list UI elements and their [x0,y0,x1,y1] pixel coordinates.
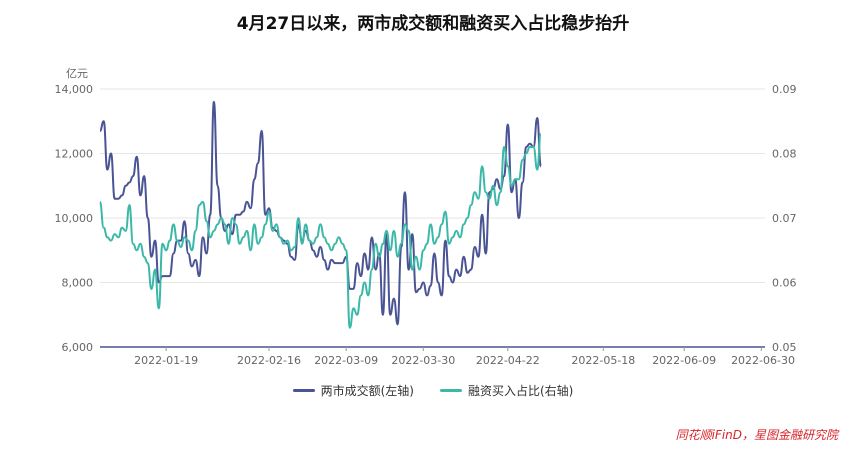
legend-label-margin-ratio: 融资买入占比(右轴) [468,384,574,398]
y-left-unit: 亿元 [66,67,88,80]
y-right-tick-label: 0.06 [772,277,797,290]
legend-swatch-margin-ratio [440,389,462,392]
axes: 6,000 8,000 10,000 12,000 14,000 0.05 0.06 0.07… [55,67,797,367]
y-right-tick-label: 0.05 [772,341,797,354]
x-tick-label: 2022-03-09 [314,354,378,367]
y-right-tick-label: 0.09 [772,83,797,96]
series-line-margin-ratio [99,133,542,329]
series-line-turnover [99,100,542,326]
legend: 两市成交额(左轴) 融资买入占比(右轴) [0,382,866,399]
y-left-tick-label: 6,000 [62,341,94,354]
series-lines [99,100,542,329]
x-tick-label: 2022-03-30 [391,354,455,367]
y-right-tick-label: 0.08 [772,148,797,161]
source-note: 同花顺iFinD，星图金融研究院 [675,428,838,442]
legend-item-margin-ratio[interactable]: 融资买入占比(右轴) [440,382,573,399]
legend-swatch-turnover [292,389,315,392]
legend-label-turnover: 两市成交额(左轴) [320,384,414,398]
x-tick-label: 2022-06-30 [731,354,795,367]
y-right-tick-label: 0.07 [772,212,797,225]
x-tick-label: 2022-06-09 [652,354,716,367]
y-left-tick-label: 10,000 [55,212,94,225]
x-tick-label: 2022-02-16 [237,354,301,367]
y-left-tick-label: 8,000 [62,277,94,290]
legend-item-turnover[interactable]: 两市成交额(左轴) [292,382,414,399]
y-left-tick-label: 12,000 [55,148,94,161]
x-tick-label: 2022-01-19 [134,354,198,367]
chart-title: 4月27日以来，两市成交额和融资买入占比稳步抬升 [236,14,630,34]
x-tick-label: 2022-04-22 [476,354,540,367]
grid-lines [100,88,765,283]
y-left-tick-label: 14,000 [55,83,94,96]
x-tick-label: 2022-05-18 [571,354,635,367]
